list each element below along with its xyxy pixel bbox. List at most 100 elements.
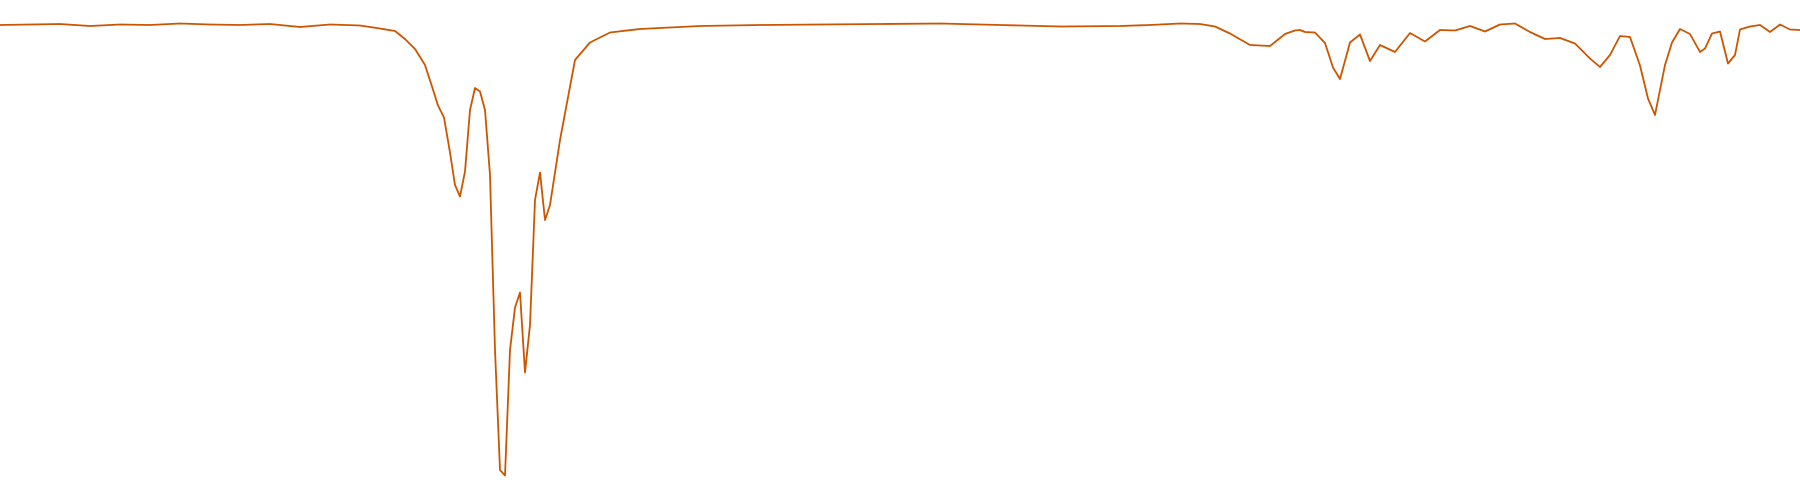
data-point <box>459 196 461 198</box>
data-point <box>514 307 516 309</box>
data-point <box>1514 23 1516 25</box>
data-point <box>1769 31 1771 33</box>
data-point <box>414 48 416 50</box>
data-point <box>449 152 451 154</box>
data-point <box>404 38 406 40</box>
data-point <box>999 24 1001 26</box>
data-point <box>1529 31 1531 33</box>
data-point <box>1719 31 1721 33</box>
data-point <box>1484 31 1486 33</box>
data-point <box>269 23 271 25</box>
data-point <box>1294 30 1296 32</box>
data-point <box>1394 51 1396 53</box>
data-point <box>1314 32 1316 34</box>
data-point <box>819 24 821 26</box>
data-point <box>179 23 181 25</box>
data-point <box>1544 38 1546 40</box>
data-point <box>1324 42 1326 44</box>
data-point <box>484 109 486 111</box>
data-point <box>479 91 481 93</box>
data-point <box>1589 58 1591 60</box>
data-point <box>359 25 361 27</box>
data-point <box>1339 78 1341 80</box>
data-point <box>699 25 701 27</box>
data-point <box>1629 36 1631 38</box>
data-point <box>1679 28 1681 30</box>
data-point <box>1119 25 1121 27</box>
series-layer <box>0 22 1800 477</box>
data-point <box>1359 34 1361 36</box>
data-point <box>1704 48 1706 50</box>
data-point <box>1779 24 1781 26</box>
data-point <box>534 199 536 201</box>
data-point <box>879 23 881 25</box>
data-point <box>539 172 541 174</box>
data-point <box>437 105 439 107</box>
data-point <box>494 349 496 351</box>
data-point <box>329 24 331 26</box>
data-point <box>1609 54 1611 56</box>
data-point <box>489 174 491 176</box>
data-point <box>499 469 501 471</box>
data-point <box>1059 26 1061 28</box>
data-point <box>1439 29 1441 31</box>
data-point <box>29 24 31 26</box>
data-point <box>1332 67 1334 69</box>
data-point <box>1304 31 1306 33</box>
data-point <box>1454 30 1456 32</box>
data-point <box>1199 23 1201 25</box>
data-point <box>1409 32 1411 34</box>
data-point <box>464 171 466 173</box>
data-point <box>1424 41 1426 43</box>
data-point <box>1469 25 1471 27</box>
data-point <box>1369 60 1371 62</box>
data-point <box>1229 33 1231 35</box>
data-point <box>1379 44 1381 46</box>
data-point <box>939 23 941 25</box>
data-point <box>149 24 151 26</box>
data-point <box>1574 43 1576 45</box>
data-point <box>1647 98 1649 100</box>
data-point <box>299 26 301 28</box>
data-point <box>1214 26 1216 28</box>
data-point <box>1671 42 1673 44</box>
data-point <box>1284 33 1286 35</box>
data-point <box>1499 24 1501 26</box>
data-point <box>209 24 211 26</box>
data-point <box>431 86 433 88</box>
data-point <box>544 219 546 221</box>
data-point <box>519 292 521 294</box>
data-point <box>394 30 396 32</box>
data-point <box>1299 29 1301 31</box>
data-point <box>454 184 456 186</box>
data-point <box>1689 33 1691 35</box>
data-point <box>1639 65 1641 67</box>
data-point <box>1699 51 1701 53</box>
data-point <box>1559 37 1561 39</box>
data-point <box>549 204 551 206</box>
data-point <box>529 324 531 326</box>
data-point <box>474 87 476 89</box>
data-point <box>379 28 381 30</box>
data-point <box>1269 45 1271 47</box>
data-point <box>559 139 561 141</box>
data-point <box>1249 44 1251 46</box>
data-point <box>1619 35 1621 37</box>
data-point <box>504 475 506 477</box>
data-point <box>1654 114 1656 116</box>
data-point <box>1789 29 1791 31</box>
series-line-0 <box>0 22 1800 477</box>
data-point <box>759 24 761 26</box>
data-point <box>1759 24 1761 26</box>
data-point <box>1599 66 1601 68</box>
data-point <box>443 117 445 119</box>
data-point <box>609 32 611 34</box>
data-point <box>469 109 471 111</box>
data-point <box>1659 89 1661 91</box>
data-point <box>509 349 511 351</box>
data-point <box>639 28 641 30</box>
data-point <box>1664 64 1666 66</box>
